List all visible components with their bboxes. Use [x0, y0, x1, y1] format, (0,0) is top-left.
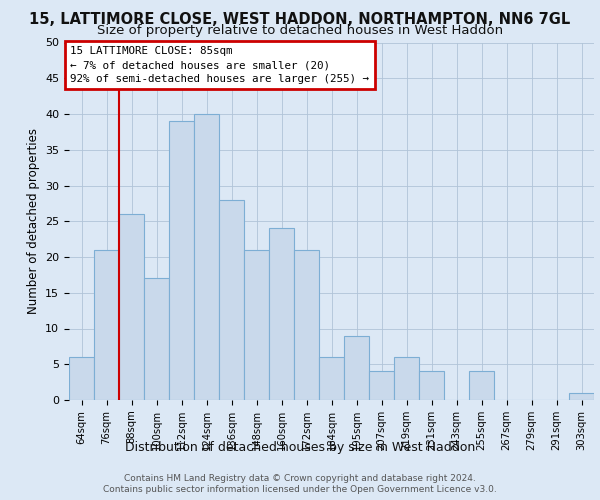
Bar: [169, 121, 194, 400]
Bar: [219, 200, 244, 400]
Text: 15 LATTIMORE CLOSE: 85sqm
← 7% of detached houses are smaller (20)
92% of semi-d: 15 LATTIMORE CLOSE: 85sqm ← 7% of detach…: [70, 46, 369, 84]
Bar: [469, 372, 494, 400]
Bar: [369, 372, 394, 400]
Bar: [144, 278, 169, 400]
Text: Size of property relative to detached houses in West Haddon: Size of property relative to detached ho…: [97, 24, 503, 37]
Text: Contains public sector information licensed under the Open Government Licence v3: Contains public sector information licen…: [103, 485, 497, 494]
Bar: [394, 357, 419, 400]
Bar: [319, 357, 344, 400]
Bar: [244, 250, 269, 400]
Y-axis label: Number of detached properties: Number of detached properties: [26, 128, 40, 314]
Bar: [119, 214, 144, 400]
Bar: [569, 393, 594, 400]
Bar: [94, 250, 119, 400]
Bar: [419, 372, 444, 400]
Text: 15, LATTIMORE CLOSE, WEST HADDON, NORTHAMPTON, NN6 7GL: 15, LATTIMORE CLOSE, WEST HADDON, NORTHA…: [29, 12, 571, 28]
Text: Distribution of detached houses by size in West Haddon: Distribution of detached houses by size …: [125, 441, 475, 454]
Bar: [69, 357, 94, 400]
Text: Contains HM Land Registry data © Crown copyright and database right 2024.: Contains HM Land Registry data © Crown c…: [124, 474, 476, 483]
Bar: [294, 250, 319, 400]
Bar: [194, 114, 219, 400]
Bar: [344, 336, 369, 400]
Bar: [269, 228, 294, 400]
